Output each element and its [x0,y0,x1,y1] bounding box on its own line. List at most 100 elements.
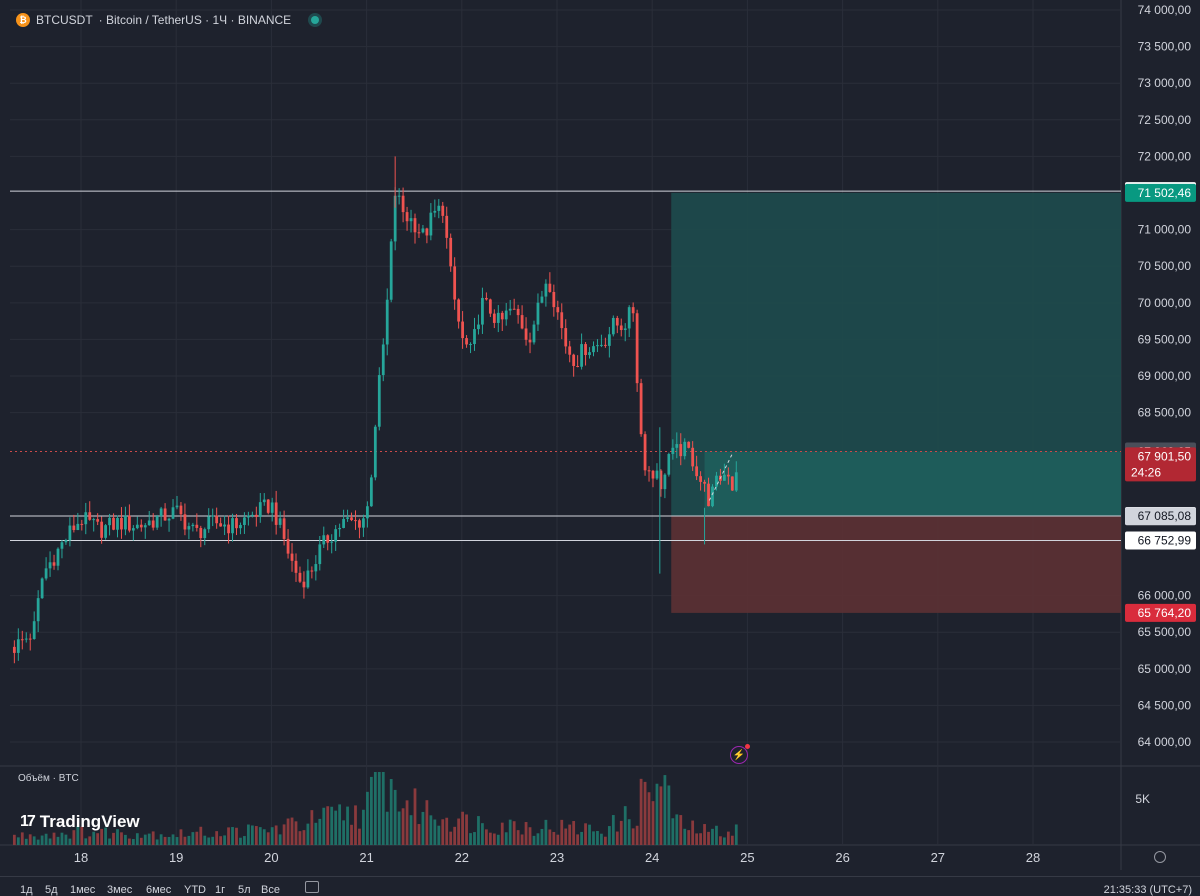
timeframe-1y[interactable]: 1г [215,884,226,896]
candle-body [52,562,56,566]
volume-indicator-label[interactable]: Объём · BTC [18,773,79,784]
timeframe-ytd[interactable]: YTD [184,884,206,896]
candle-body [588,352,591,356]
bottom-toolbar: 1д 5д 1мес 3мес 6мес YTD 1г 5л Все 21:35… [0,876,1200,896]
candle-body [199,527,203,539]
candle-body [143,525,147,528]
volume-bar [366,791,369,845]
candle-body [282,518,286,539]
candle-body [500,312,504,320]
candle-body [294,560,298,573]
volume-bar [500,822,504,845]
volume-bar [687,830,691,845]
price-tick-label: 74 000,00 [1138,3,1192,17]
candle-body [318,544,322,565]
volume-bar [607,826,611,845]
candle-body [445,215,449,238]
volume-bar [711,828,714,845]
candle-body [584,344,587,356]
candle-body [223,524,226,527]
candle-body [600,344,603,346]
volume-bar [671,818,675,845]
price-label-badge [1125,531,1196,550]
volume-bars-group [12,772,738,845]
timeframe-5y[interactable]: 5л [238,884,251,896]
candle-body [564,328,568,347]
timeframe-1m[interactable]: 1мес [70,884,96,896]
volume-bar [584,823,587,845]
volume-bar [504,832,508,845]
candle-body [465,338,468,345]
volume-bar [639,778,643,845]
volume-bar [92,831,96,845]
clock[interactable]: 21:35:33 (UTC+7) [1103,884,1192,896]
volume-bar [437,825,441,845]
volume-bar [235,827,238,845]
calendar-icon[interactable] [305,881,319,893]
volume-bar [155,839,159,845]
candle-body [112,517,115,530]
candle-body [615,317,619,326]
volume-bar [258,827,262,845]
volume-bar [302,830,306,845]
candle-body [520,315,524,329]
volume-bar [96,833,100,845]
candle-body [469,344,472,346]
symbol-name[interactable]: BTCUSDT [36,13,93,27]
volume-bar [441,819,445,845]
timeframe-6m[interactable]: 6мес [146,884,172,896]
volume-bar [512,821,516,845]
volume-bar [417,824,421,845]
timeframe-1d[interactable]: 1д [20,884,33,896]
candle-body [675,444,679,448]
candle-body [44,568,48,579]
candle-body [580,344,583,367]
volume-bar [203,835,207,845]
timeframe-5d[interactable]: 5д [45,884,58,896]
candle-body [116,517,119,530]
volume-bar [631,828,635,845]
volume-bar [338,804,342,845]
timeframe-3m[interactable]: 3мес [107,884,133,896]
volume-bar [548,829,552,845]
price-tick-label: 66 000,00 [1138,589,1192,603]
time-tick-label: 20 [264,850,278,865]
scale-settings-icon[interactable] [1154,851,1166,863]
candle-body [611,317,615,335]
volume-bar [643,781,647,845]
price-tick-label: 69 500,00 [1138,332,1192,346]
volume-bar [108,838,111,845]
volume-bar [28,834,32,845]
candle-body [350,517,353,521]
volume-bar [239,837,242,845]
price-tick-label: 65 000,00 [1138,662,1192,676]
candle-body [552,291,556,308]
volume-bar [32,836,36,845]
tradingview-logo-text: TradingView [39,812,140,831]
volume-bar [310,810,314,845]
candle-body [247,515,250,518]
timeframe-all[interactable]: Все [261,884,280,896]
candle-body [72,525,76,531]
candle-body [707,483,710,507]
time-tick-label: 23 [550,850,564,865]
price-label-text: 67 901,50 [1138,449,1192,463]
symbol-description: · Bitcoin / TetherUS · 1Ч · BINANCE [98,13,292,27]
volume-bar [564,828,568,845]
candle-body [16,639,20,653]
volume-bar [600,833,603,845]
volume-bar [588,824,591,845]
candle-body [726,474,730,477]
volume-bar [354,805,357,845]
candle-body [108,517,111,526]
price-label-badge [1125,603,1196,622]
volume-bar [730,835,734,845]
volume-bar [707,831,710,845]
candle-body [540,296,544,303]
stop-loss-zone[interactable] [671,516,1121,613]
volume-bar [580,831,583,845]
candle-body [28,638,32,640]
tradingview-logo[interactable]: 17 TradingView [20,812,140,832]
lightning-alert-icon[interactable]: ⚡ [730,744,750,764]
